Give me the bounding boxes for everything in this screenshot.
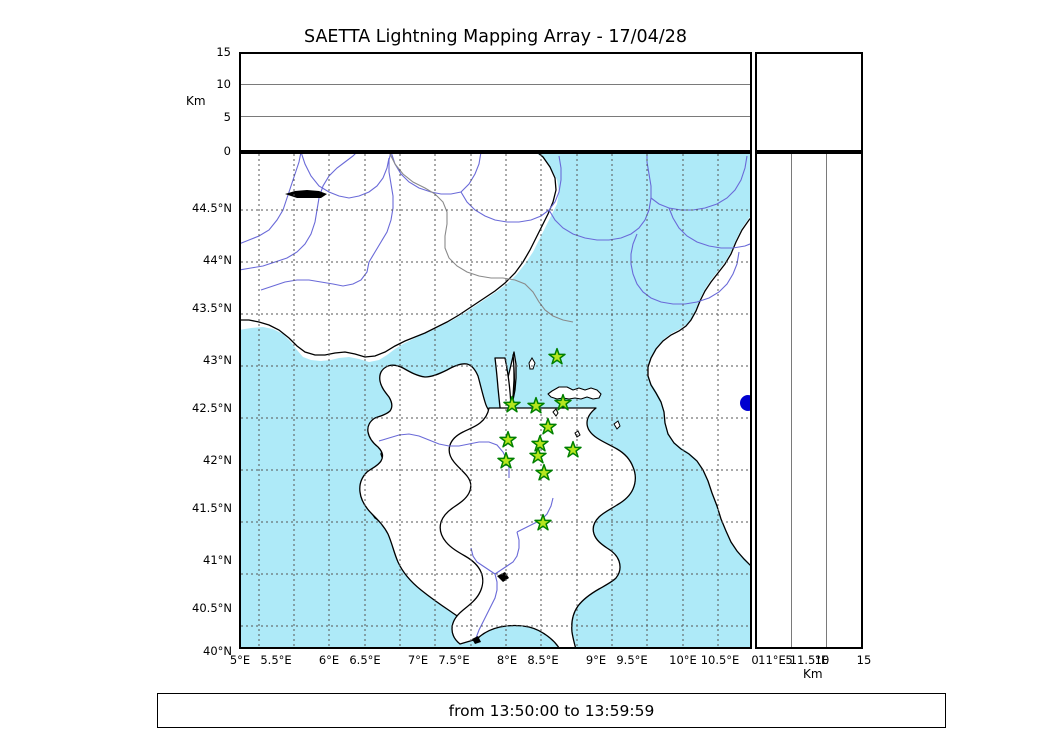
gridline-km-10 xyxy=(825,154,827,647)
tick-lon-6E: 6°E xyxy=(318,653,340,667)
tick-lat-41.5N: 41.5°N xyxy=(192,501,232,515)
tick-right-x-10: 10 xyxy=(814,653,830,667)
tick-lon-8.5E: 8.5°E xyxy=(527,653,559,667)
lake-geneva xyxy=(285,190,327,198)
tick-lat-44N: 44°N xyxy=(203,253,232,267)
tick-right-x-5: 5 xyxy=(785,653,793,667)
altitude-latitude-panel xyxy=(755,152,863,649)
blue-dot-marker xyxy=(740,395,750,411)
tick-lat-40N: 40°N xyxy=(203,644,232,658)
tick-lon-8E: 8°E xyxy=(496,653,518,667)
tick-top-y-0: 0 xyxy=(223,144,231,158)
tick-lat-40.5N: 40.5°N xyxy=(192,601,232,615)
time-range-caption: from 13:50:00 to 13:59:59 xyxy=(157,693,946,728)
longitude-altitude-panel xyxy=(239,52,752,152)
top-panel-ylabel: Km xyxy=(186,94,206,108)
coastline-provence-liguria xyxy=(241,154,557,358)
tick-lon-11E: 11°E xyxy=(758,653,786,667)
tick-top-y-15: 15 xyxy=(216,45,231,59)
tick-lat-43N: 43°N xyxy=(203,353,232,367)
political-borders xyxy=(389,154,574,323)
tick-lon-10E: 10°E xyxy=(669,653,697,667)
tick-lat-44.5N: 44.5°N xyxy=(192,201,232,215)
tick-lon-11.5E: 11.5°E xyxy=(789,653,829,667)
island-elba xyxy=(547,386,602,400)
longitude-latitude-map[interactable] xyxy=(239,152,752,649)
tick-right-x-0: 0 xyxy=(751,653,759,667)
landmass-sardinia xyxy=(439,407,636,647)
gridline-z-5 xyxy=(241,116,750,118)
tick-right-x-15: 15 xyxy=(856,653,872,667)
island-pianosa xyxy=(552,408,559,417)
lake-sardinia-2 xyxy=(472,636,481,644)
gridline-km-5 xyxy=(790,154,792,647)
island-capraia xyxy=(528,357,536,370)
right-panel-xlabel: Km xyxy=(803,667,823,681)
river-golo xyxy=(378,433,510,478)
corner-panel xyxy=(755,52,863,152)
tick-lat-43.5N: 43.5°N xyxy=(192,301,232,315)
tick-lon-9E: 9°E xyxy=(585,653,607,667)
tick-lon-5.5E: 5.5°E xyxy=(260,653,292,667)
tick-lat-42N: 42°N xyxy=(203,453,232,467)
tick-lon-7.5E: 7.5°E xyxy=(438,653,470,667)
tick-lat-42.5N: 42.5°N xyxy=(192,401,232,415)
tick-top-y-10: 10 xyxy=(216,77,231,91)
page-title: SAETTA Lightning Mapping Array - 17/04/2… xyxy=(304,27,687,47)
landmass-provence xyxy=(241,154,559,362)
tick-lon-7E: 7°E xyxy=(407,653,429,667)
landmass-france-italy xyxy=(648,154,750,564)
tick-lat-41N: 41°N xyxy=(203,553,232,567)
island-giglio xyxy=(613,420,621,430)
gridline-z-10 xyxy=(241,84,750,86)
time-range-text: from 13:50:00 to 13:59:59 xyxy=(448,701,655,720)
map-gridlines xyxy=(241,154,750,647)
tick-lon-10.5E: 10.5°E xyxy=(700,653,740,667)
tick-lon-9.5E: 9.5°E xyxy=(616,653,648,667)
tick-lon-6.5E: 6.5°E xyxy=(349,653,381,667)
tick-top-y-5: 5 xyxy=(223,110,231,124)
tick-lon-5E: 5°E xyxy=(229,653,251,667)
